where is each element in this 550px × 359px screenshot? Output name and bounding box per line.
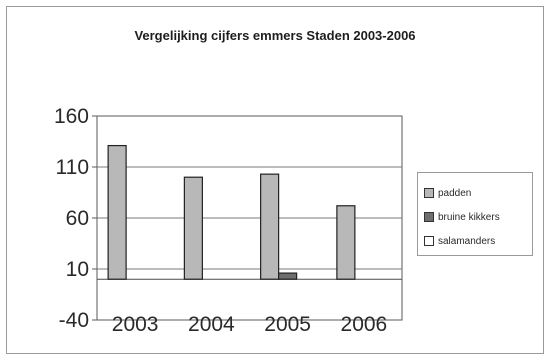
chart-legend: padden bruine kikkers salamanders <box>417 172 533 256</box>
y-tick-label: 10 <box>66 258 89 281</box>
y-tick-label: 160 <box>54 105 89 128</box>
bar-padden-2003 <box>107 144 127 280</box>
legend-label: bruine kikkers <box>438 211 500 223</box>
y-tick-label: -40 <box>59 309 89 332</box>
legend-label: salamanders <box>438 235 496 247</box>
bar-padden-2006 <box>336 205 356 280</box>
x-tick-label: 2004 <box>188 313 235 336</box>
legend-label: padden <box>438 187 472 199</box>
legend-item: padden <box>424 181 532 205</box>
legend-item: salamanders <box>424 229 532 253</box>
y-tick-label: 110 <box>56 156 89 179</box>
x-tick-label: 2003 <box>112 313 159 336</box>
bar-bruine-kikkers-2005 <box>278 272 298 280</box>
legend-swatch <box>424 212 434 222</box>
x-tick-label: 2006 <box>341 313 388 336</box>
chart-title: Vergelijking cijfers emmers Staden 2003-… <box>134 28 416 43</box>
legend-item: bruine kikkers <box>424 205 532 229</box>
legend-swatch <box>424 236 434 246</box>
legend-swatch <box>424 188 434 198</box>
bar-padden-2005 <box>260 173 280 280</box>
x-tick-label: 2005 <box>264 313 311 336</box>
bar-padden-2004 <box>183 176 203 280</box>
y-tick-label: 60 <box>66 207 89 230</box>
